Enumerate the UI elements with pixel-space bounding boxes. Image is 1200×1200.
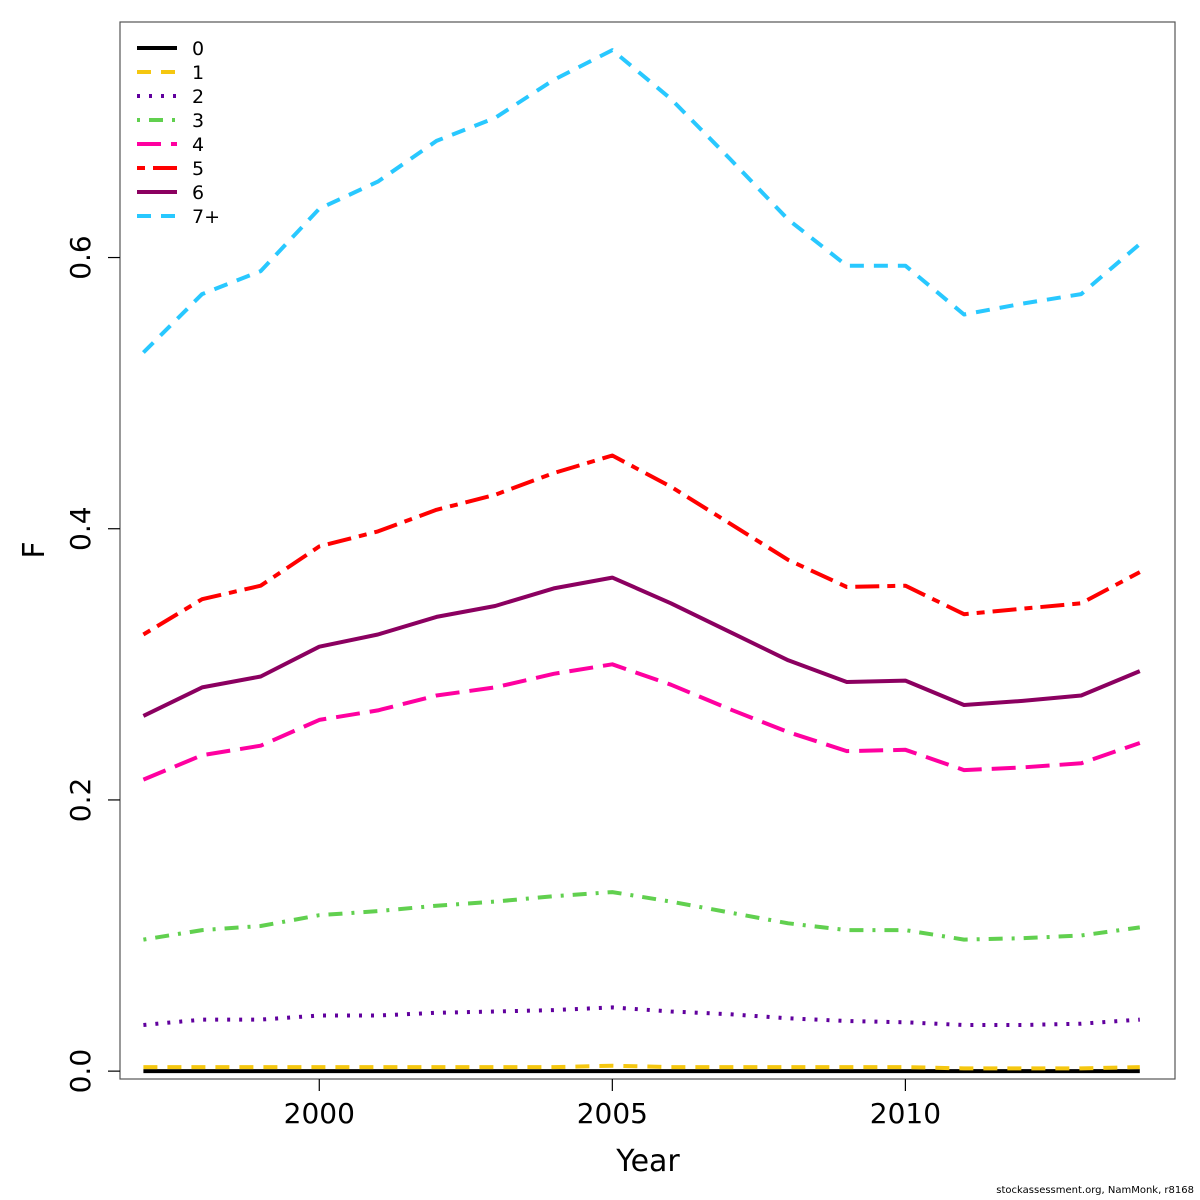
x-tick-label: 2010 [870,1097,941,1130]
series-line-2 [143,1005,1140,1027]
y-tick-label: 0.6 [64,235,97,280]
legend-label: 6 [192,182,204,204]
series-line-1 [143,1063,1140,1071]
plot-frame [119,21,1176,1080]
series-line-6 [142,575,1141,718]
series-line-3 [143,890,1141,942]
y-tick-label: 0.0 [64,1049,97,1094]
series-line-4 [142,662,1141,782]
legend-label: 1 [192,62,204,84]
x-tick-label: 2000 [284,1097,355,1130]
legend-label: 5 [192,158,204,180]
y-tick-label: 0.4 [64,506,97,551]
x-tick-label: 2005 [577,1097,648,1130]
credit-text: stockassessment.org, NamMonk, r8168 [996,1185,1194,1196]
y-axis: 0.0 0.2 0.4 0.6 [64,235,120,1093]
series-line-7plus [141,48,1142,354]
y-axis-label: F [17,541,52,558]
legend-label: 7+ [192,206,220,228]
legend-label: 0 [192,38,204,60]
x-axis-label: Year [615,1144,680,1179]
legend-label: 4 [192,134,204,156]
series-line-5 [142,453,1141,637]
y-tick-label: 0.2 [64,778,97,823]
legend-label: 3 [192,110,204,132]
series-lines [141,48,1142,1074]
x-axis: 2000 2005 2010 [284,1079,941,1130]
legend-label: 2 [192,86,204,108]
